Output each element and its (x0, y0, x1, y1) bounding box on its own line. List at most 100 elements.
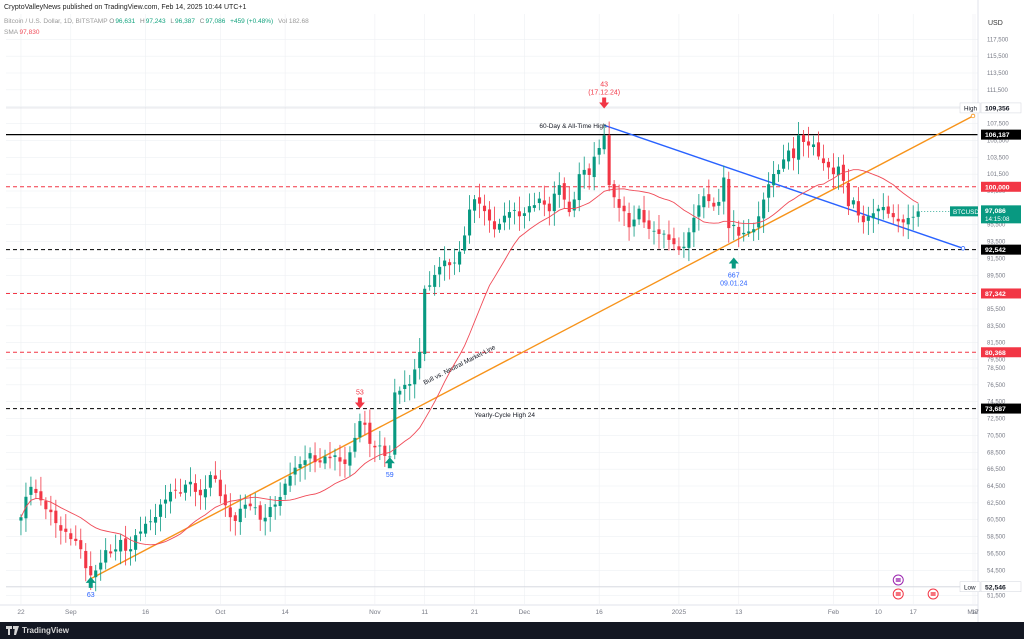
price-tick-label: 115,500 (987, 54, 1009, 60)
high-key: H (140, 18, 145, 25)
candle-body (129, 549, 133, 552)
candle-body (792, 148, 796, 159)
candle-body (821, 158, 826, 164)
candle-body (383, 445, 387, 456)
candle-body (816, 142, 821, 157)
time-tick-label: 10 (875, 609, 883, 616)
candle-body (657, 229, 661, 234)
candle-body (438, 266, 442, 275)
candle-body (747, 231, 751, 234)
candle-body (403, 384, 407, 390)
candle-body (916, 211, 920, 217)
ath-label: 60-Day & All-Time High (539, 123, 607, 130)
level-label-bg-92k (981, 244, 1021, 255)
candle-body (198, 489, 202, 496)
price-tick-label: 103,500 (987, 155, 1009, 161)
candle-body (767, 184, 771, 198)
candle-body (742, 232, 746, 235)
time-tick-label: Mar (967, 609, 979, 616)
candle-body (218, 479, 222, 497)
candle-body (253, 507, 257, 509)
candle-body (637, 208, 641, 220)
candle-body (602, 135, 606, 150)
candle-body (871, 213, 875, 219)
candle-body (388, 456, 392, 458)
candle-body (672, 238, 676, 245)
candle-body (443, 260, 447, 267)
time-tick-label: 22 (17, 609, 25, 616)
candle-body (114, 549, 118, 552)
published-line: CryptoValleyNews published on TradingVie… (4, 4, 247, 11)
high-value: 97,243 (145, 18, 166, 25)
candle-body (398, 390, 402, 395)
candle-body (288, 475, 292, 486)
candle-body (373, 445, 377, 448)
candle-body (727, 178, 731, 229)
candle-body (248, 503, 252, 507)
trendlines (90, 113, 976, 580)
last-price-bg (981, 205, 1021, 224)
candle-body (99, 562, 103, 570)
event-icon-flag-2 (895, 592, 901, 596)
candle-body (119, 539, 123, 552)
candle-body (597, 148, 601, 155)
sma-20-line (20, 169, 919, 546)
price-tick-label: 79,500 (987, 358, 1006, 364)
candle-body (79, 540, 83, 550)
descending-line-handle (960, 246, 966, 251)
candle-body (757, 216, 761, 228)
candle-body (149, 521, 153, 523)
time-tick-label: 13 (735, 609, 743, 616)
candle-body (29, 486, 33, 495)
candle-body (622, 205, 626, 212)
marker-53-label: 53 (356, 390, 364, 397)
candle-body (557, 185, 561, 195)
candle-body (303, 460, 307, 465)
candle-body (891, 213, 895, 218)
time-tick-label: 17 (971, 609, 979, 616)
level-label-high: 109,356 (985, 105, 1010, 112)
candle-body (896, 218, 900, 222)
currency-label: USD (988, 20, 1003, 27)
sma-line (20, 169, 919, 546)
price-tick-label: 51,500 (987, 594, 1006, 600)
symbol-tag: BTCUSD (953, 209, 979, 216)
candle-body (433, 274, 437, 287)
candle-body (697, 205, 701, 217)
time-tick-label: 17 (910, 609, 918, 616)
time-tick-label: 2025 (672, 609, 687, 616)
price-tick-label: 58,500 (987, 535, 1006, 541)
price-tick-label: 89,500 (987, 273, 1006, 279)
candle-body (228, 507, 232, 518)
yearly-label: Yearly-Cycle High 24 (475, 412, 536, 419)
level-label-bg-80k (981, 347, 1021, 358)
candle-body (353, 437, 357, 452)
candle-body (777, 169, 781, 175)
candle-body (139, 531, 143, 534)
candle-body (328, 456, 332, 459)
candle-body (453, 262, 457, 264)
candle-body (263, 517, 267, 522)
candle-body (193, 483, 197, 492)
sma-label: SMA (4, 29, 18, 36)
candle-body (782, 159, 786, 169)
candle-body (448, 262, 452, 266)
price-chart[interactable]: 60-Day & All-Time High Bull vs. Neutral M… (0, 0, 1024, 622)
candle-body (632, 219, 636, 227)
candle-body (153, 516, 158, 523)
low-value: 96,387 (175, 18, 195, 25)
candle-body (39, 491, 43, 501)
price-axis: 117,500115,500113,500111,500109,500107,5… (950, 0, 1024, 622)
candle-body (682, 246, 686, 249)
price-tick-label: 74,500 (987, 400, 1006, 406)
candle-body (333, 455, 337, 457)
marker-667-arrow (728, 257, 739, 269)
candle-body (497, 223, 502, 230)
candle-body (492, 221, 497, 230)
sma-legend: SMA 97,830 (4, 29, 39, 36)
candle-body (712, 202, 716, 207)
time-tick-label: 14 (282, 609, 290, 616)
candle-body (183, 484, 187, 493)
candle-body (428, 285, 432, 287)
